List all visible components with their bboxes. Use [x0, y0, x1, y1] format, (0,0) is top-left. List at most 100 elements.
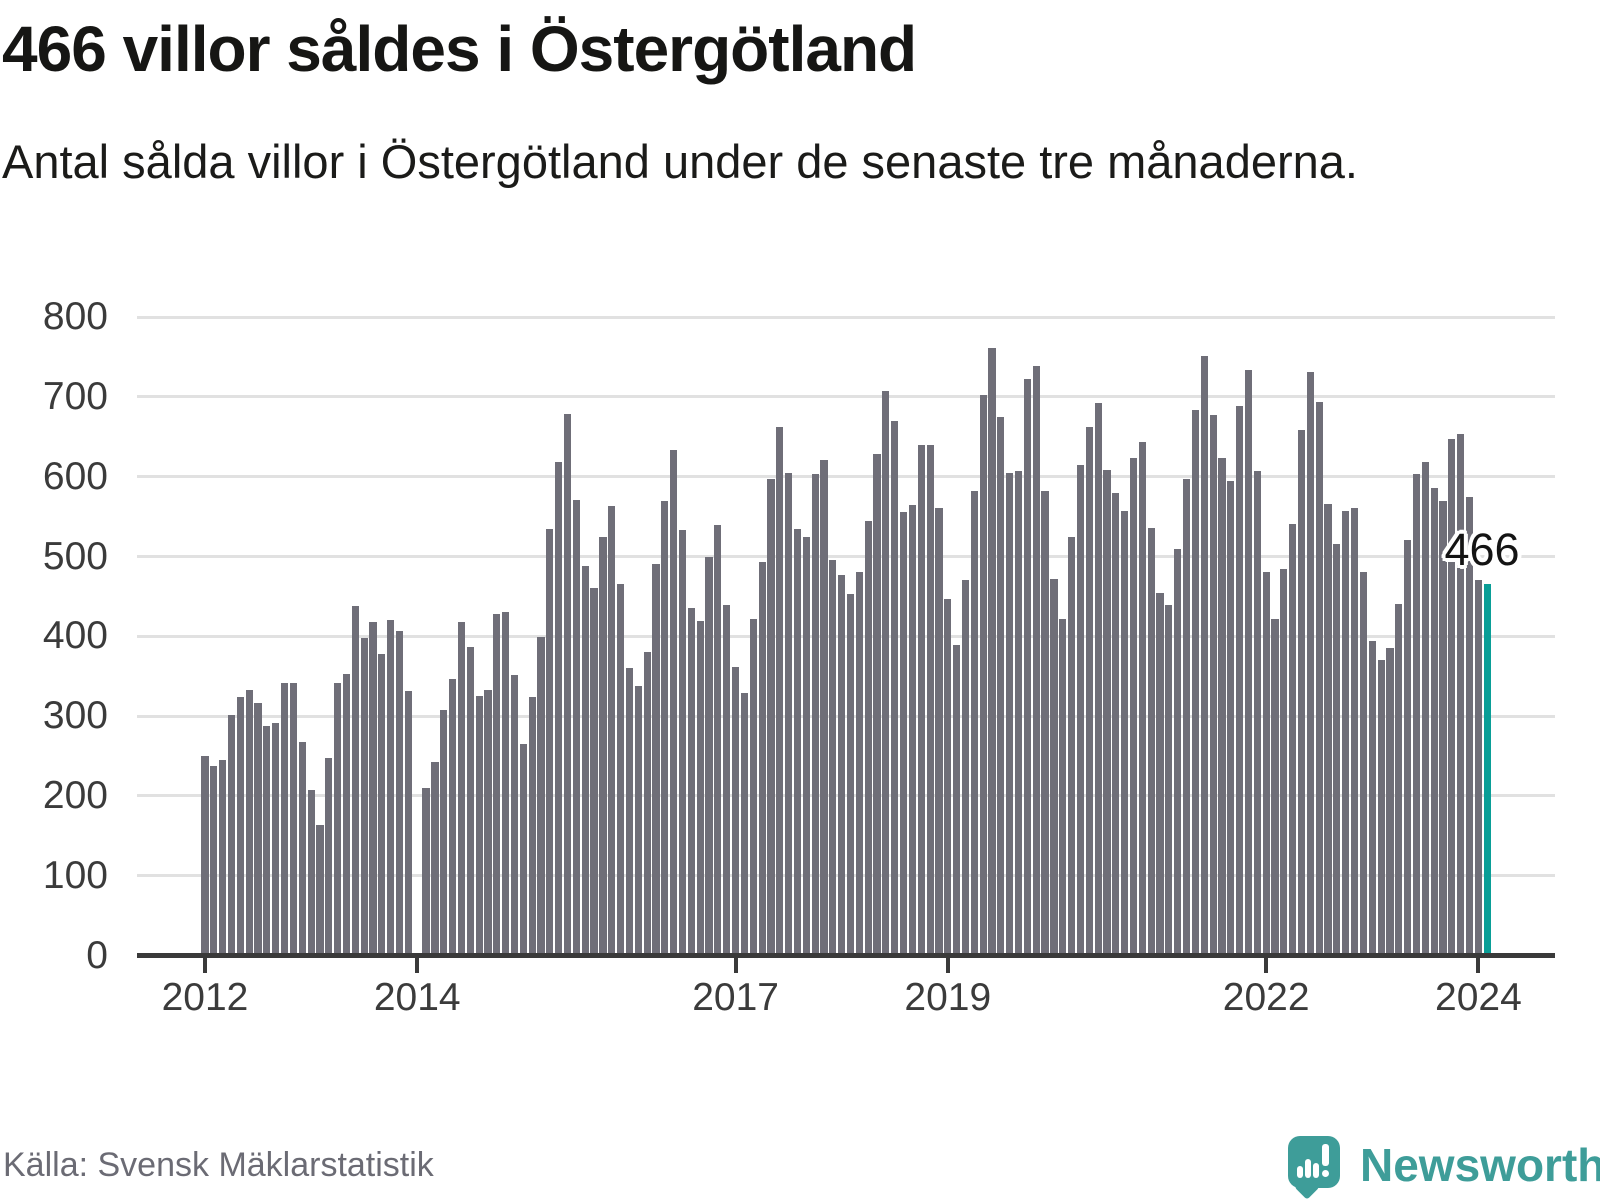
bar: [1014, 471, 1023, 955]
bar: [643, 652, 651, 955]
y-axis-tick-label: 700: [42, 374, 108, 418]
bar: [1103, 470, 1111, 955]
bar: [342, 673, 351, 955]
y-axis-tick-label: 200: [42, 773, 108, 817]
bar: [953, 645, 961, 955]
logo-chart-bar-icon: [1305, 1159, 1311, 1178]
x-axis-tick-mark: [1264, 958, 1269, 973]
bar: [475, 696, 483, 955]
bar: [1182, 479, 1191, 955]
bar: [1174, 549, 1182, 955]
bar: [899, 511, 908, 955]
bar: [820, 459, 828, 955]
bar: [1094, 403, 1102, 955]
bar: [846, 594, 855, 955]
bar: [307, 790, 315, 955]
bar: [528, 696, 536, 955]
bar: [1076, 464, 1085, 955]
source-text: Källa: Svensk Mäklarstatistik: [3, 1146, 434, 1184]
bar: [917, 444, 925, 955]
bar: [1404, 539, 1412, 955]
bar: [979, 395, 987, 955]
gridline: [137, 475, 1555, 479]
x-axis-tick-label: 2017: [692, 976, 779, 1019]
logo-exclamation-icon: [1322, 1144, 1329, 1166]
chart-title: 466 villor såldes i Östergötland: [2, 13, 917, 85]
bar: [316, 824, 324, 955]
bar: [422, 787, 430, 955]
bar: [723, 605, 731, 955]
bar: [298, 742, 306, 955]
bar: [457, 621, 466, 955]
bar: [1271, 618, 1279, 955]
bar: [537, 637, 545, 955]
chart-subtitle: Antal sålda villor i Östergötland under …: [2, 135, 1358, 188]
bar: [1350, 507, 1359, 955]
bar: [705, 557, 713, 955]
bar: [758, 562, 766, 955]
bar: [1191, 409, 1199, 955]
bar: [280, 683, 289, 955]
bar: [581, 566, 589, 955]
bar: [1050, 578, 1058, 955]
bar: [272, 723, 280, 955]
bar: [1147, 527, 1155, 955]
bar: [502, 612, 510, 955]
bar: [1244, 369, 1253, 955]
bar: [864, 520, 872, 955]
bar: [1032, 365, 1040, 955]
x-axis-tick-label: 2019: [904, 976, 992, 1019]
bar: [440, 709, 448, 955]
bar: [325, 757, 333, 955]
bar: [678, 530, 687, 955]
bar: [555, 461, 563, 955]
bar: [970, 491, 978, 955]
bar: [617, 584, 625, 955]
bar: [1165, 605, 1173, 955]
bar: [1006, 472, 1014, 955]
bar: [1262, 572, 1270, 955]
bar: [599, 536, 607, 955]
bar: [546, 529, 554, 955]
bar: [1253, 471, 1261, 955]
bar: [1023, 378, 1031, 955]
bar: [1315, 402, 1323, 955]
bar: [1121, 511, 1129, 955]
bar: [263, 725, 271, 955]
bar: [961, 580, 970, 955]
bar: [466, 647, 474, 955]
bar: [378, 653, 386, 955]
bar: [908, 504, 917, 955]
bar: [1280, 569, 1288, 955]
bar: [1227, 481, 1235, 955]
x-axis-tick-mark: [1476, 958, 1481, 973]
y-axis-tick-label: 300: [42, 694, 108, 738]
bar: [236, 696, 244, 955]
x-axis-tick-mark: [733, 958, 738, 973]
bar: [1368, 641, 1376, 955]
bar: [838, 574, 846, 955]
bar: [1395, 604, 1403, 955]
bar: [572, 499, 580, 955]
bar: [1085, 427, 1093, 955]
brand-text: Newsworthy: [1360, 1139, 1600, 1191]
gridline: [137, 874, 1555, 878]
bar: [634, 685, 642, 955]
bar: [608, 506, 616, 955]
bar: [767, 479, 775, 955]
bar: [829, 560, 837, 955]
bar: [811, 474, 819, 955]
x-axis-tick-label: 2012: [161, 976, 249, 1019]
bar: [1112, 492, 1120, 955]
bar: [935, 507, 943, 955]
bar: [1386, 648, 1394, 955]
bar: [1068, 537, 1076, 955]
bar: [219, 759, 227, 955]
bar: [997, 416, 1005, 955]
bar: [1333, 543, 1341, 955]
bar: [687, 608, 695, 955]
bar: [1377, 660, 1385, 955]
bar: [245, 689, 253, 955]
bar: [988, 348, 996, 955]
logo-chart-bar-icon: [1297, 1166, 1303, 1178]
